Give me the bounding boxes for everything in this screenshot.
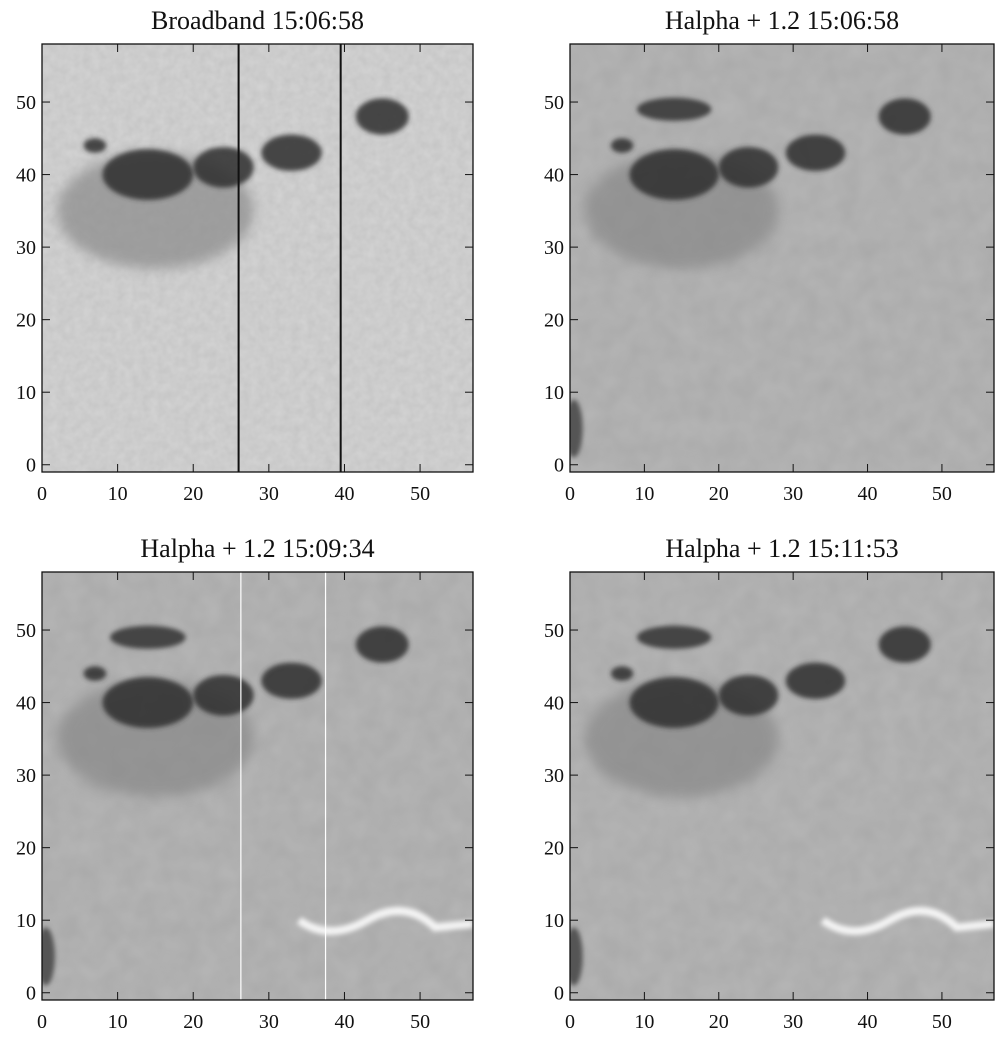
x-tick-label: 30 — [783, 1011, 803, 1033]
x-tick-label: 50 — [410, 483, 430, 505]
frame — [41, 571, 474, 1001]
x-tick-label: 20 — [709, 483, 729, 505]
sunspot — [102, 149, 194, 200]
x-tick-label: 40 — [858, 1011, 878, 1033]
x-tick-label: 0 — [565, 1011, 575, 1033]
panel: 0 10 20 30 40 50 0 10 20 30 40 50 Halpha + 1.2 15:11… — [544, 534, 995, 1033]
sunspot — [718, 675, 779, 716]
sunspot — [193, 147, 254, 188]
y-tick-label: 30 — [544, 765, 564, 787]
sunspot — [261, 662, 322, 699]
y-tick-label: 50 — [544, 620, 564, 642]
y-tick-label: 40 — [16, 165, 36, 187]
y-tick-label: 40 — [544, 693, 564, 715]
y-tick-label: 40 — [16, 693, 36, 715]
x-tick-label: 40 — [858, 483, 878, 505]
x-tick-label: 20 — [183, 1011, 203, 1033]
filament — [636, 625, 712, 649]
x-tick-label: 40 — [334, 483, 354, 505]
y-tick-label: 10 — [16, 910, 36, 932]
sunspot — [629, 677, 719, 728]
sunspot — [610, 138, 634, 153]
x-tick-label: 30 — [783, 483, 803, 505]
sunspot — [83, 666, 107, 681]
y-tick-label: 0 — [26, 983, 36, 1005]
y-tick-label: 50 — [16, 92, 36, 114]
frame — [41, 43, 474, 473]
y-tick-label: 0 — [26, 455, 36, 477]
y-tick-label: 10 — [544, 382, 564, 404]
sunspot — [193, 675, 254, 716]
y-tick-label: 20 — [544, 310, 564, 332]
x-tick-label: 20 — [709, 1011, 729, 1033]
limb-dark — [570, 927, 583, 986]
sunspot — [83, 138, 107, 153]
y-tick-label: 30 — [16, 765, 36, 787]
panel-title: Halpha + 1.2 15:06:58 — [665, 6, 899, 35]
y-tick-label: 50 — [16, 620, 36, 642]
x-tick-label: 50 — [410, 1011, 430, 1033]
panel: 0 10 20 30 40 50 0 10 20 30 40 50 Halpha + 1.2 15:09… — [16, 534, 474, 1033]
x-tick-label: 20 — [183, 483, 203, 505]
x-tick-label: 10 — [634, 483, 654, 505]
x-tick-label: 30 — [259, 1011, 279, 1033]
limb-dark — [42, 927, 55, 986]
image — [42, 572, 473, 1000]
panel-title: Halpha + 1.2 15:09:34 — [140, 534, 374, 563]
sunspot — [355, 98, 409, 135]
x-tick-label: 0 — [565, 483, 575, 505]
x-tick-label: 10 — [108, 1011, 128, 1033]
sunspot — [878, 98, 931, 135]
x-tick-label: 50 — [932, 1011, 952, 1033]
image — [42, 44, 473, 472]
y-tick-label: 30 — [544, 237, 564, 259]
sunspot — [261, 134, 322, 171]
sunspot — [629, 149, 719, 200]
sunspot — [610, 666, 634, 681]
x-tick-label: 30 — [259, 483, 279, 505]
sunspot — [102, 677, 194, 728]
y-tick-label: 40 — [544, 165, 564, 187]
flare-ribbon — [296, 906, 473, 935]
y-tick-label: 30 — [16, 237, 36, 259]
x-tick-label: 10 — [108, 483, 128, 505]
y-tick-label: 10 — [544, 910, 564, 932]
filament — [110, 625, 186, 649]
x-tick-label: 50 — [932, 483, 952, 505]
frame — [569, 43, 995, 473]
sunspot — [355, 626, 409, 663]
panel: 0 10 20 30 40 50 0 10 20 30 40 50 Halpha + 1.2 15:06… — [544, 6, 995, 505]
sunspot — [718, 147, 779, 188]
x-tick-label: 0 — [37, 483, 47, 505]
flare-ribbon — [820, 906, 994, 935]
y-tick-label: 20 — [16, 838, 36, 860]
sunspot — [785, 662, 846, 699]
y-tick-label: 10 — [16, 382, 36, 404]
limb-dark — [570, 399, 583, 458]
panel-title: Broadband 15:06:58 — [151, 6, 364, 35]
x-tick-label: 0 — [37, 1011, 47, 1033]
y-tick-label: 50 — [544, 92, 564, 114]
image — [570, 44, 994, 472]
y-tick-label: 20 — [544, 838, 564, 860]
x-tick-label: 10 — [634, 1011, 654, 1033]
y-tick-label: 0 — [554, 983, 564, 1005]
x-tick-label: 40 — [334, 1011, 354, 1033]
sunspot — [878, 626, 931, 663]
y-tick-label: 0 — [554, 455, 564, 477]
image — [570, 572, 994, 1000]
panel: 0 10 20 30 40 50 0 10 20 30 40 50 Broadband 15:06:58 — [16, 6, 474, 505]
panel-title: Halpha + 1.2 15:11:53 — [665, 534, 898, 563]
frame — [569, 571, 995, 1001]
filament — [636, 97, 712, 121]
sunspot — [785, 134, 846, 171]
y-tick-label: 20 — [16, 310, 36, 332]
